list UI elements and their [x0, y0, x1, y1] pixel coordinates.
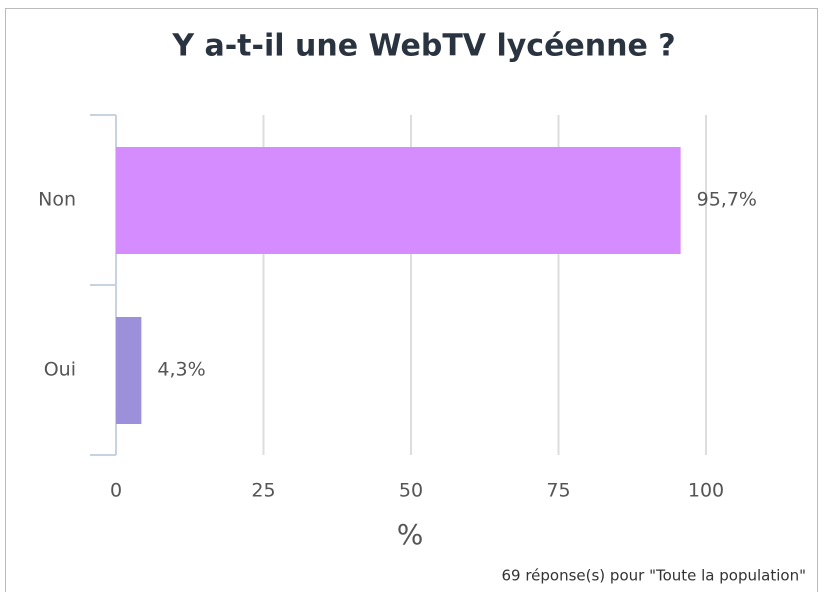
- y-tick-label: Non: [38, 189, 76, 211]
- value-label: 95,7%: [697, 189, 757, 211]
- bar: [116, 147, 681, 254]
- frame: [5, 8, 818, 592]
- x-tick-label: 75: [546, 480, 570, 502]
- x-tick-label: 100: [688, 480, 724, 502]
- value-label: 4,3%: [157, 359, 205, 381]
- footnote: 69 réponse(s) pour "Toute la population": [501, 567, 806, 585]
- chart-title: Y a-t-il une WebTV lycéenne ?: [171, 29, 675, 64]
- x-axis-label: %: [397, 518, 424, 551]
- x-tick-label: 25: [251, 480, 275, 502]
- x-tick-label: 50: [399, 480, 423, 502]
- bar: [116, 317, 142, 424]
- x-tick-label: 0: [110, 480, 122, 502]
- y-tick-label: Oui: [44, 359, 76, 381]
